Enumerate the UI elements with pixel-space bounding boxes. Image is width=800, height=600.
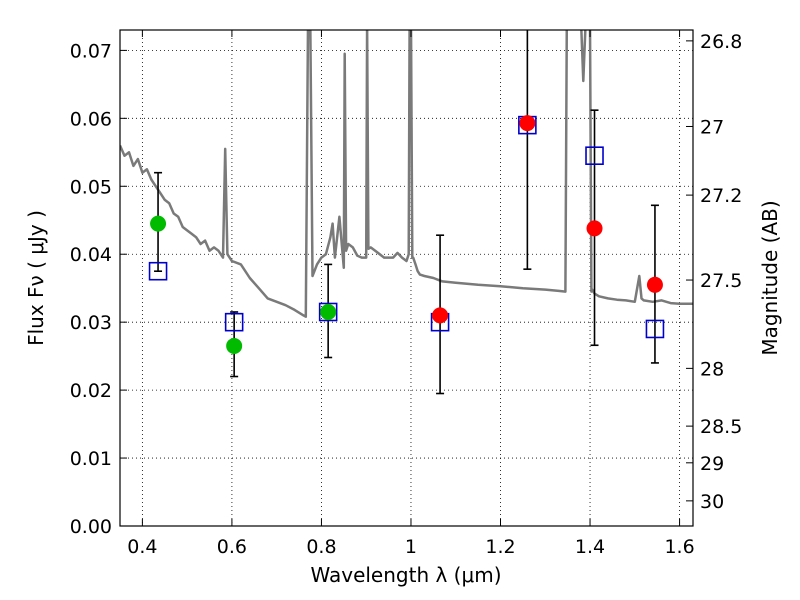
right-tick-label: 30 xyxy=(700,491,724,513)
spectrum-line xyxy=(120,30,693,318)
plot-background xyxy=(120,30,693,526)
x-tick-label: 0.4 xyxy=(127,536,157,558)
model-point-marker xyxy=(148,261,168,281)
observed-point-marker xyxy=(226,337,243,354)
observed-point-marker xyxy=(646,276,663,293)
observed-point-marker xyxy=(519,115,536,132)
observed-point-marker xyxy=(150,215,167,232)
observed-point-marker xyxy=(320,303,337,320)
x-axis-label: Wavelength λ (μm) xyxy=(310,563,501,587)
right-axis-label: Magnitude (AB) xyxy=(758,200,782,355)
grid xyxy=(120,30,693,527)
right-tick-label: 27.2 xyxy=(700,185,742,207)
x-tick-label: 1 xyxy=(405,536,417,558)
y-axis-label: Flux Fν ( μJy ) xyxy=(24,210,48,346)
y-tick-label: 0.05 xyxy=(70,176,112,198)
model-point-marker xyxy=(585,146,604,165)
y-tick-label: 0.01 xyxy=(70,448,112,470)
right-tick-label: 28 xyxy=(700,358,724,380)
y-tick-label: 0.00 xyxy=(70,516,112,538)
right-tick-label: 26.8 xyxy=(700,31,742,53)
model-point-marker xyxy=(224,312,244,332)
right-tick-label: 29 xyxy=(700,453,724,475)
right-tick-label: 28.5 xyxy=(700,416,742,438)
x-tick-label: 1.2 xyxy=(485,536,515,558)
data-markers xyxy=(148,115,665,354)
model-point-marker xyxy=(645,319,665,339)
observed-point-marker xyxy=(432,307,449,324)
right-tick-label: 27 xyxy=(700,116,724,138)
x-tick-label: 1.6 xyxy=(664,536,694,558)
x-tick-label: 0.6 xyxy=(217,536,247,558)
right-axis-ticks: 26.8 27 27.2 27.5 28 28.5 29 30 xyxy=(686,31,742,513)
y-axis-ticks: 0.00 0.01 0.02 0.03 0.04 0.05 0.06 0.07 xyxy=(70,40,127,538)
y-tick-label: 0.03 xyxy=(70,312,112,334)
x-axis-ticks: 0.4 0.6 0.8 1 1.2 1.4 1.6 xyxy=(127,30,695,558)
y-tick-label: 0.02 xyxy=(70,380,112,402)
model-point-marker xyxy=(318,302,338,322)
right-tick-label: 27.5 xyxy=(700,270,742,292)
y-tick-label: 0.07 xyxy=(70,40,112,62)
x-tick-label: 1.4 xyxy=(575,536,605,558)
y-tick-label: 0.06 xyxy=(70,108,112,130)
x-tick-label: 0.8 xyxy=(306,536,336,558)
plot-frame xyxy=(119,29,694,527)
observed-point-marker xyxy=(586,220,603,237)
y-tick-label: 0.04 xyxy=(70,244,112,266)
